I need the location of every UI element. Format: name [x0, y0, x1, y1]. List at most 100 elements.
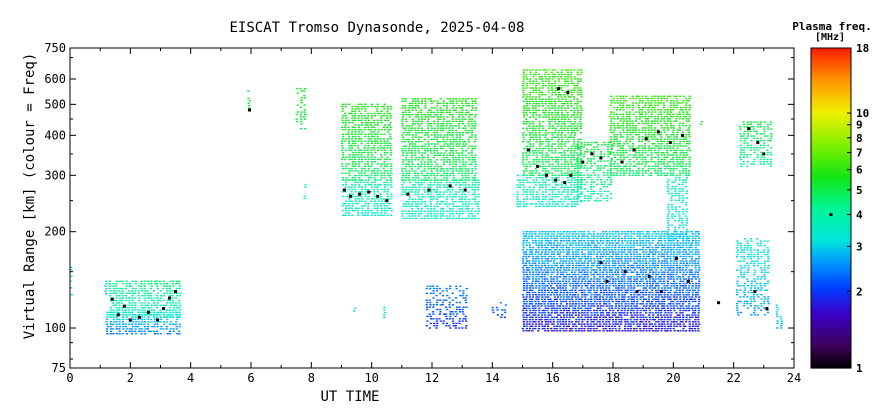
scatter-point	[638, 267, 641, 269]
scatter-point	[601, 296, 604, 298]
scatter-point	[620, 321, 623, 323]
scatter-point	[437, 134, 440, 136]
scatter-point	[429, 315, 432, 318]
scatter-point	[630, 314, 633, 316]
scatter-point	[598, 278, 601, 280]
scatter-point	[435, 217, 439, 220]
scatter-point	[531, 105, 535, 107]
scatter-point	[432, 198, 435, 200]
scatter-point	[542, 82, 545, 85]
scatter-point	[445, 174, 448, 177]
scatter-point	[544, 237, 547, 240]
scatter-point	[439, 292, 442, 294]
scatter-point	[175, 292, 179, 294]
scatter-point	[379, 158, 382, 161]
scatter-point	[459, 107, 462, 109]
scatter-point	[571, 191, 574, 193]
scatter-point	[364, 128, 367, 131]
scatter-point	[599, 314, 603, 316]
scatter-point	[178, 309, 182, 311]
scatter-point	[560, 167, 563, 170]
scatter-point	[566, 80, 569, 82]
scatter-point	[426, 315, 429, 318]
scatter-point	[134, 309, 137, 311]
scatter-point	[156, 314, 160, 316]
scatter-point	[443, 159, 446, 161]
scatter-point	[537, 296, 540, 298]
scatter-point	[467, 170, 470, 172]
scatter-point	[566, 111, 569, 114]
scatter-point	[159, 318, 162, 321]
scatter-point	[446, 196, 449, 198]
scatter-point	[558, 314, 561, 316]
scatter-point	[593, 262, 596, 264]
scatter-point	[491, 306, 494, 309]
scatter-point	[436, 193, 439, 196]
scatter-point	[425, 308, 429, 311]
scatter-point	[115, 323, 118, 325]
scatter-point	[560, 156, 563, 159]
scatter-point	[471, 179, 474, 181]
scatter-point	[411, 138, 414, 141]
scatter-point	[390, 186, 393, 188]
scatter-point	[562, 240, 565, 242]
scatter-point	[620, 316, 623, 318]
scatter-point	[615, 330, 618, 332]
scatter-point	[595, 296, 598, 298]
scatter-point	[633, 260, 636, 262]
scatter-point	[565, 276, 568, 278]
scatter-point	[435, 210, 438, 212]
scatter-point	[542, 116, 545, 118]
scatter-point	[382, 202, 385, 205]
scatter-point	[383, 191, 386, 193]
scatter-point	[535, 196, 538, 198]
scatter-point	[386, 119, 389, 122]
scatter-point	[595, 271, 598, 273]
scatter-point	[528, 141, 531, 143]
scatter-point	[549, 280, 553, 282]
scatter-point	[534, 98, 537, 100]
scatter-point	[390, 209, 393, 212]
scatter-point	[555, 161, 558, 163]
scatter-point	[564, 163, 567, 165]
scatter-point	[570, 94, 574, 96]
scatter-point	[529, 298, 532, 300]
scatter-point	[112, 283, 115, 285]
scatter-point	[439, 111, 442, 114]
scatter-point	[630, 303, 633, 305]
scatter-point	[525, 159, 528, 161]
scatter-point	[561, 123, 564, 125]
scatter-point	[596, 285, 599, 287]
scatter-point	[367, 209, 370, 212]
scatter-point	[604, 309, 608, 312]
scatter-point	[558, 249, 561, 251]
scatter-point	[443, 118, 446, 120]
scatter-point	[540, 258, 544, 260]
scatter-point	[579, 154, 582, 156]
scatter-point	[574, 323, 577, 325]
scatter-point	[411, 147, 414, 150]
scatter-point	[471, 168, 474, 170]
scatter-point	[554, 181, 557, 184]
scatter-point	[548, 198, 551, 200]
scatter-point	[155, 330, 159, 332]
scatter-point	[574, 258, 577, 260]
scatter-point	[574, 312, 577, 314]
scatter-point	[620, 323, 623, 325]
scatter-point	[380, 128, 383, 131]
scatter-point	[534, 267, 537, 269]
scatter-point	[581, 296, 584, 298]
scatter-point	[553, 100, 556, 103]
scatter-point	[156, 292, 159, 294]
scatter-point	[458, 114, 461, 116]
scatter-point	[535, 193, 538, 196]
scatter-point	[566, 85, 569, 87]
scatter-point	[569, 316, 572, 318]
scatter-point	[538, 282, 541, 285]
scatter-point	[544, 321, 547, 323]
scatter-point	[551, 125, 554, 127]
scatter-point	[596, 240, 599, 242]
scatter-point	[458, 320, 461, 322]
scatter-point	[109, 333, 112, 335]
scatter-point	[561, 312, 565, 314]
